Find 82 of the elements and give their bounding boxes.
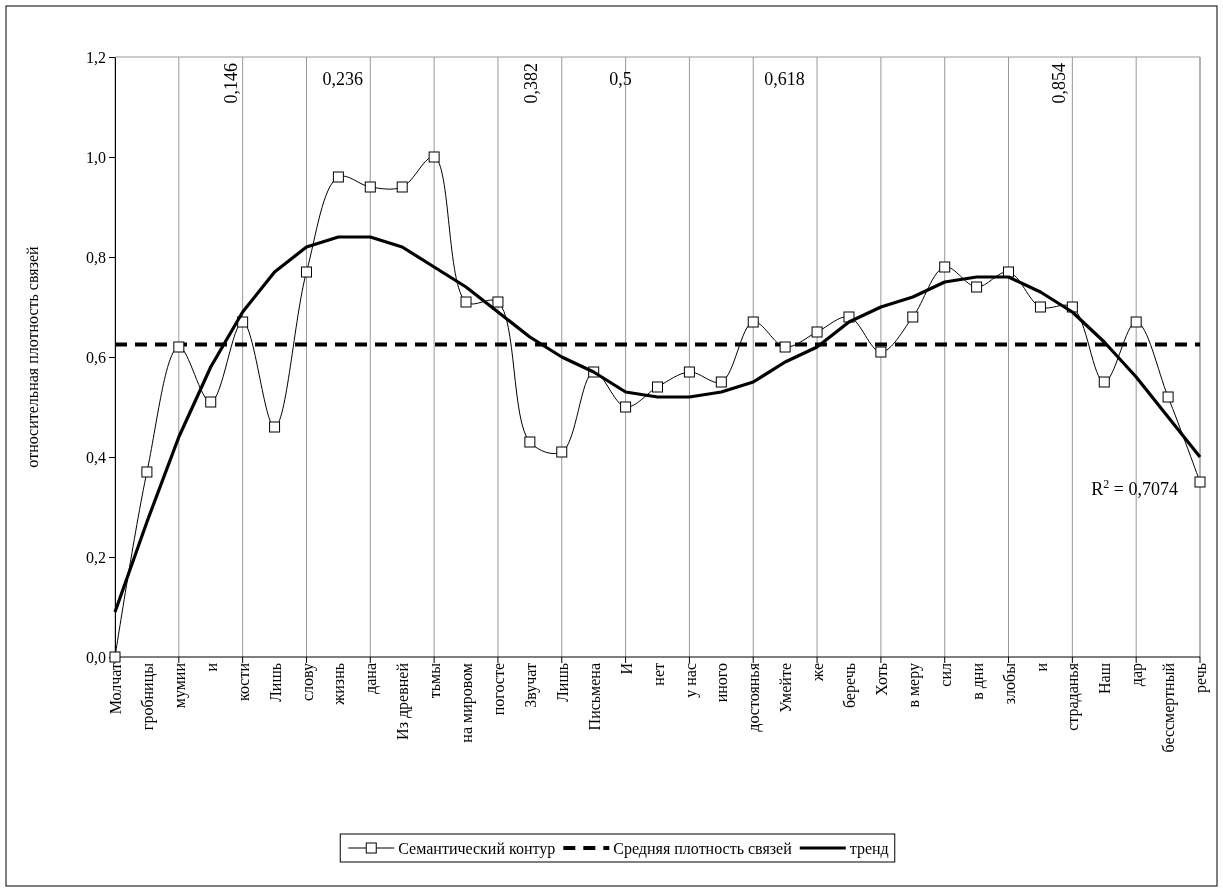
x-tick-label: нет xyxy=(649,662,667,686)
x-tick-label: у нас xyxy=(681,663,700,698)
point xyxy=(715,376,727,388)
x-tick-label: Наш xyxy=(1096,662,1114,694)
x-tick-label: погосте xyxy=(490,663,508,716)
point xyxy=(779,341,791,353)
x-tick-label: Хоть xyxy=(872,663,890,696)
x-tick-label: же xyxy=(809,663,827,682)
point xyxy=(460,296,472,308)
point xyxy=(652,381,663,393)
point xyxy=(683,366,695,378)
point xyxy=(1130,316,1142,328)
x-tick-label: Умейте xyxy=(777,663,795,713)
point xyxy=(205,396,217,408)
point xyxy=(1098,376,1110,388)
annotation: 0,854 xyxy=(1049,63,1070,104)
x-tick-label: кости xyxy=(234,662,252,702)
point xyxy=(524,436,536,448)
x-tick-label: в меру xyxy=(904,663,923,708)
y-tick-label: 0,8 xyxy=(86,248,106,266)
y-tick-label: 0,6 xyxy=(86,348,106,366)
x-tick-label: жизнь xyxy=(330,663,348,706)
point xyxy=(1194,476,1206,488)
annotation: 0,236 xyxy=(322,69,364,89)
x-tick-label: и xyxy=(1032,662,1050,672)
legend-label: Семантический контур xyxy=(398,839,556,858)
x-tick-label: страданья xyxy=(1064,662,1083,731)
point xyxy=(396,181,408,193)
x-tick-label: дар xyxy=(1128,663,1147,687)
annotation: 0,146 xyxy=(221,63,242,104)
point xyxy=(332,171,344,183)
annotation: 0,5 xyxy=(609,69,632,89)
legend-label: тренд xyxy=(849,839,889,858)
legend-label: Средняя плотность связей xyxy=(613,839,793,858)
annotation: R$^{2}$ = 0,7074 xyxy=(1091,477,1178,499)
x-tick-label: иного xyxy=(713,663,731,703)
point xyxy=(907,311,919,323)
point xyxy=(269,421,281,433)
x-tick-label: в дни xyxy=(968,662,987,700)
x-tick-label: Молчат xyxy=(107,662,125,715)
y-tick-label: 0,4 xyxy=(86,448,106,466)
x-tick-label: на мировом xyxy=(458,663,477,743)
point xyxy=(173,341,185,353)
x-tick-label: беречь xyxy=(841,663,860,709)
point xyxy=(1034,301,1046,313)
point xyxy=(300,266,312,278)
x-tick-label: Письмена xyxy=(585,663,603,731)
x-tick-label: дана xyxy=(362,663,381,694)
point xyxy=(620,401,632,413)
point xyxy=(939,261,951,273)
x-tick-label: гробницы xyxy=(139,662,158,731)
x-tick-label: слову xyxy=(298,663,317,702)
point xyxy=(1162,391,1174,403)
x-tick-label: Лишь xyxy=(553,663,571,703)
y-tick-label: 0,2 xyxy=(86,548,106,566)
point xyxy=(428,151,440,163)
point xyxy=(556,446,568,458)
y-tick-label: 1,0 xyxy=(86,148,106,166)
point xyxy=(364,181,376,193)
point xyxy=(141,466,153,478)
x-tick-label: тьмы xyxy=(426,662,444,699)
y-tick-label: 1,2 xyxy=(86,48,106,66)
annotation: 0,382 xyxy=(520,63,541,104)
x-tick-label: бессмертный xyxy=(1160,662,1179,753)
x-tick-label: сил xyxy=(936,662,954,687)
x-tick-label: мумии xyxy=(170,662,189,709)
point xyxy=(875,346,887,358)
y-axis-title: относительная плотность связей xyxy=(24,245,41,468)
point xyxy=(811,326,823,338)
x-tick-label: Лишь xyxy=(266,663,284,703)
x-tick-label: Из древней xyxy=(394,662,413,740)
x-tick-label: и xyxy=(202,662,220,672)
x-tick-label: речь xyxy=(1192,663,1211,694)
x-tick-label: злобы xyxy=(1000,662,1018,705)
point xyxy=(747,316,759,328)
point xyxy=(971,281,983,293)
y-tick-label: 0,0 xyxy=(86,648,106,666)
point xyxy=(492,296,504,308)
x-tick-label: И xyxy=(617,662,635,675)
x-tick-label: Звучат xyxy=(521,662,540,708)
x-tick-label: достоянья xyxy=(745,662,764,732)
annotation: 0,618 xyxy=(764,69,805,89)
